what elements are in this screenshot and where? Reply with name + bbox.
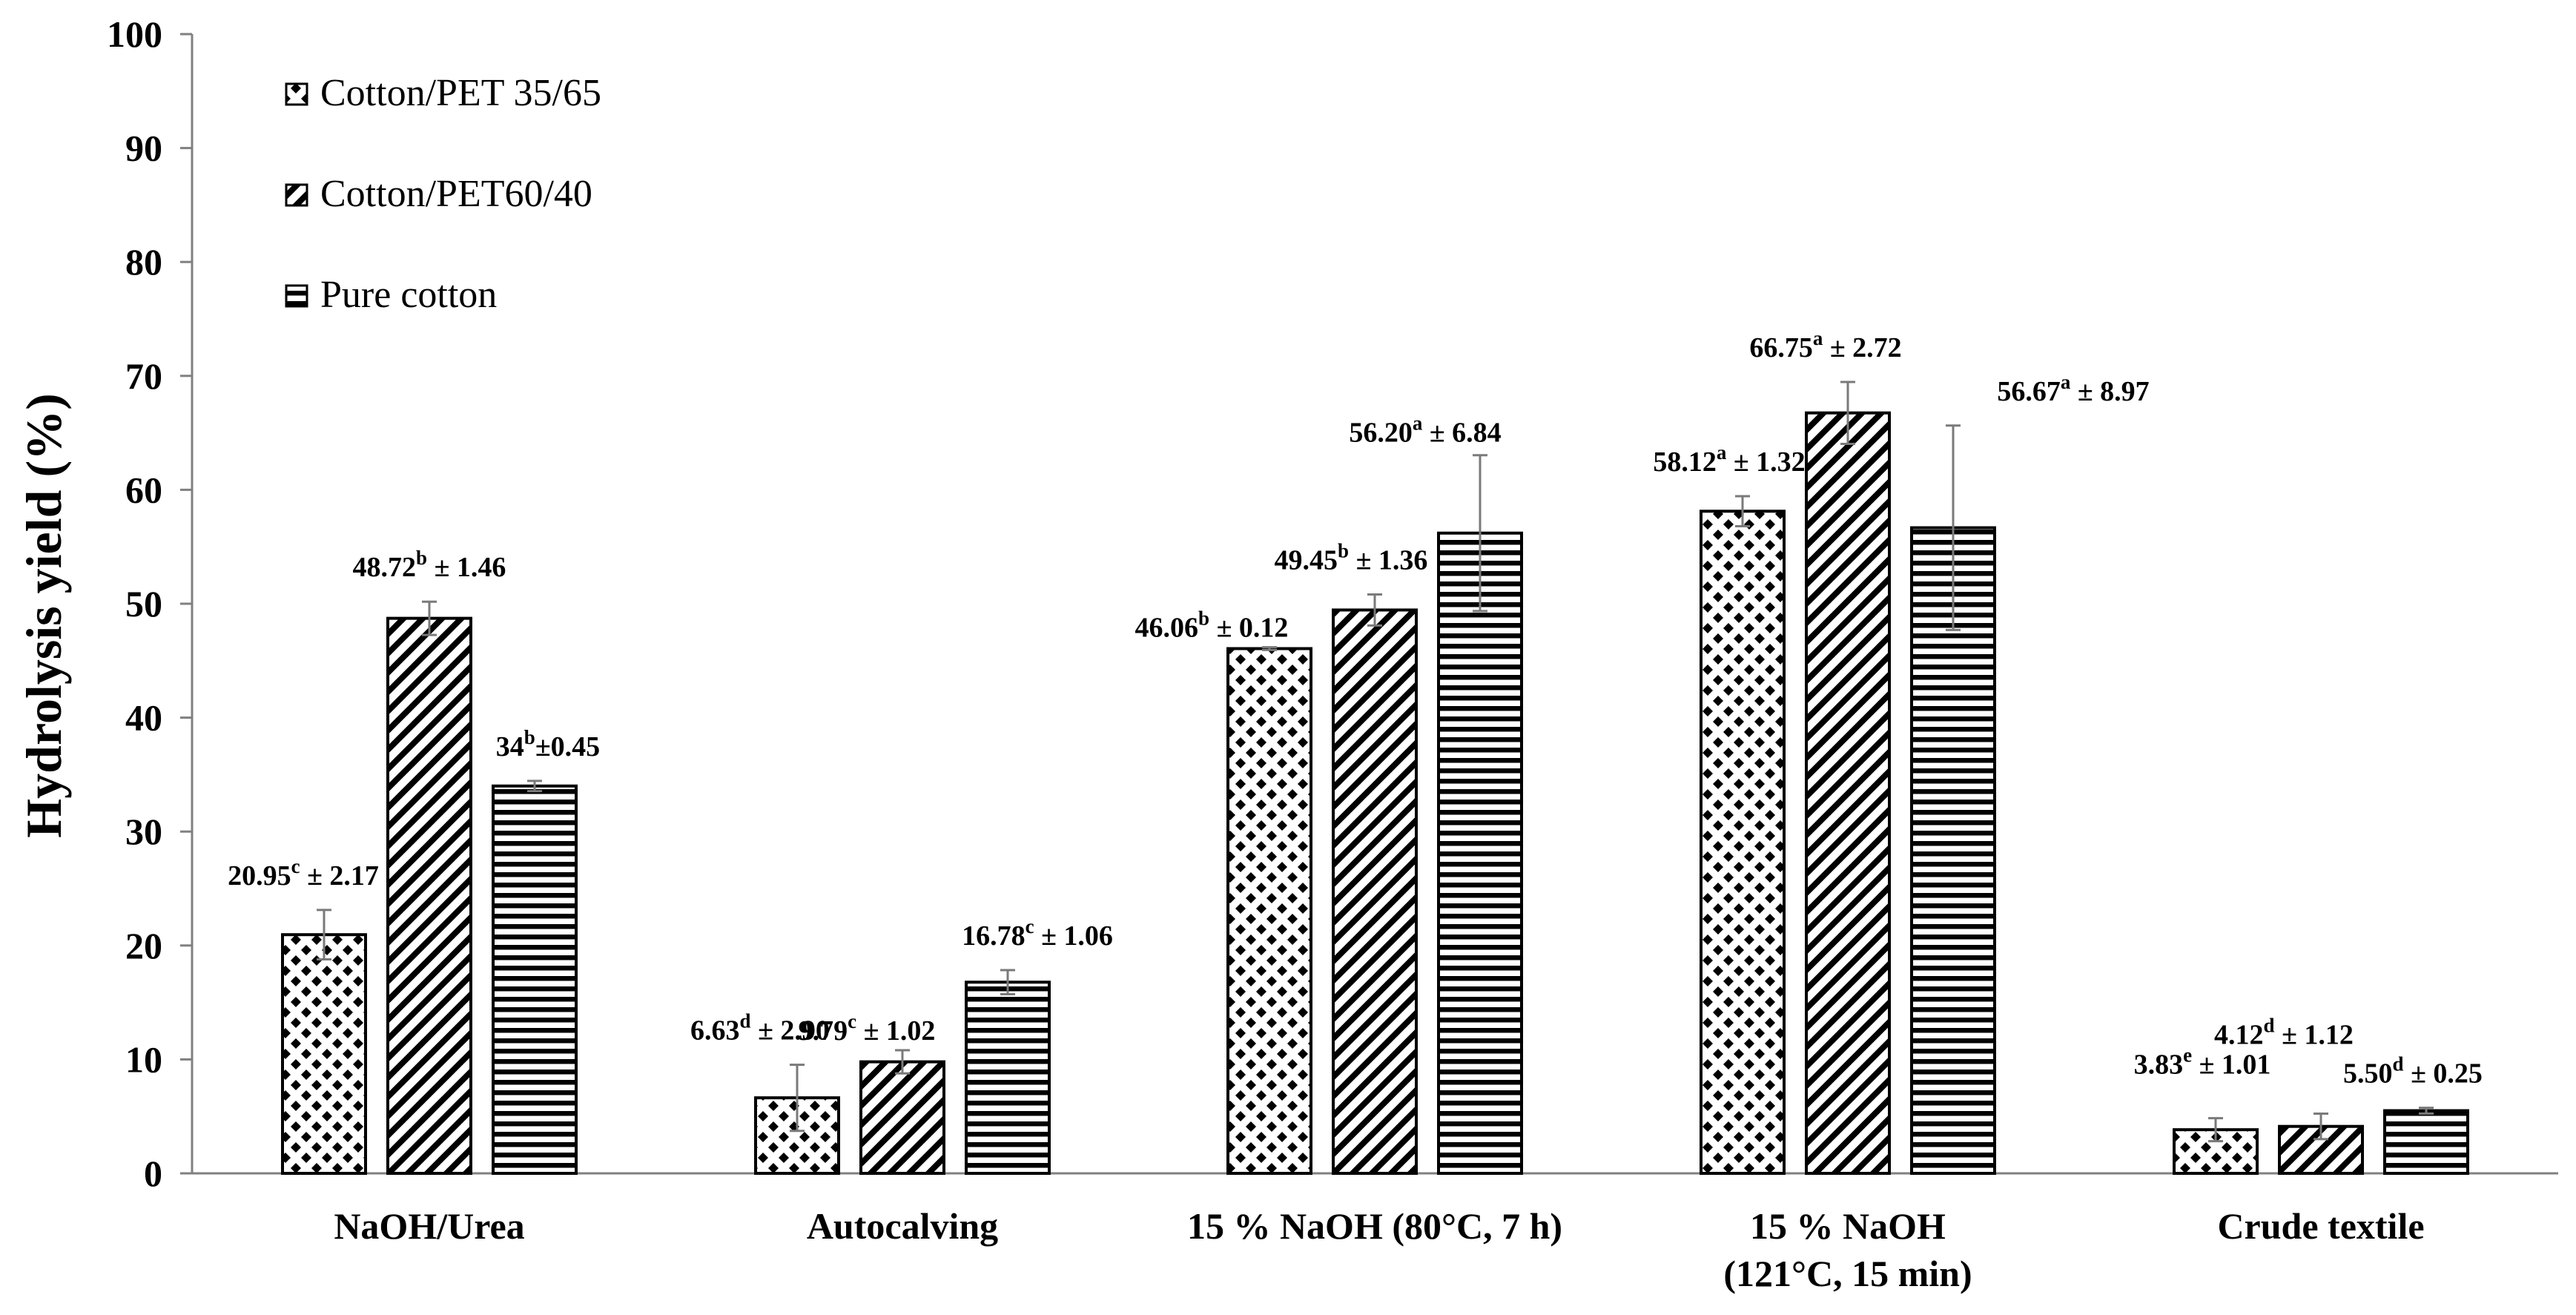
bar xyxy=(281,933,367,1175)
error-bar xyxy=(2419,1107,2434,1115)
x-category-label: Autocalving xyxy=(807,1205,998,1247)
y-tick-label: 0 xyxy=(144,1153,162,1194)
x-category-label: 15 % NaOH xyxy=(1750,1205,1946,1247)
error-bar xyxy=(1946,424,1961,631)
bar xyxy=(754,1096,840,1176)
y-tick-label: 40 xyxy=(125,697,162,739)
y-tick-label: 10 xyxy=(125,1038,162,1080)
error-bar xyxy=(1840,380,1855,445)
y-axis-title: Hydrolysis yield (%) xyxy=(16,393,72,837)
error-bar xyxy=(422,600,437,636)
x-category-label: (121°C, 15 min) xyxy=(1723,1253,1972,1294)
data-label: 56.67a ± 8.97 xyxy=(1997,371,2149,407)
legend-swatch xyxy=(285,183,308,207)
error-bar xyxy=(790,1064,805,1133)
data-label: 5.50d ± 0.25 xyxy=(2343,1053,2483,1090)
error-bar xyxy=(1262,646,1277,651)
legend-swatch xyxy=(285,82,308,106)
bar xyxy=(859,1060,945,1176)
error-bar xyxy=(317,909,331,961)
bar xyxy=(1700,510,1786,1175)
data-label: 66.75a ± 2.72 xyxy=(1749,327,1901,363)
data-label: 6.63d ± 2.90 xyxy=(690,1010,830,1047)
bar xyxy=(965,981,1051,1175)
legend-item: Cotton/PET 35/65 xyxy=(285,72,601,114)
y-tick-label: 30 xyxy=(125,811,162,852)
y-tick-label: 50 xyxy=(125,583,162,624)
bar xyxy=(2383,1109,2469,1176)
legend-label: Pure cotton xyxy=(320,274,497,316)
bar xyxy=(1437,531,1523,1175)
data-label: 34b±0.45 xyxy=(496,726,600,762)
legend-item: Pure cotton xyxy=(285,274,497,316)
data-label: 58.12a ± 1.32 xyxy=(1653,441,1805,478)
data-label: 16.78c ± 1.06 xyxy=(962,915,1113,952)
error-bar xyxy=(2208,1117,2223,1143)
legend: Cotton/PET 35/65 Cotton/PET60/40 Pure cott… xyxy=(285,72,601,316)
error-bar xyxy=(1367,593,1382,627)
data-label: 4.12d ± 1.12 xyxy=(2214,1015,2354,1051)
data-label: 56.20a ± 6.84 xyxy=(1349,412,1501,449)
data-label: 49.45b ± 1.36 xyxy=(1275,540,1428,576)
bar xyxy=(1805,411,1891,1175)
x-category-label: Crude textile xyxy=(2217,1205,2424,1247)
y-tick-label: 90 xyxy=(125,128,162,169)
data-label: 20.95c ± 2.17 xyxy=(228,855,379,892)
y-tick-label: 70 xyxy=(125,355,162,397)
y-tick-label: 20 xyxy=(125,925,162,966)
error-bar xyxy=(1735,495,1750,528)
error-bar xyxy=(527,780,542,793)
bar xyxy=(1226,647,1312,1175)
x-category-label: NaOH/Urea xyxy=(334,1205,524,1247)
error-bar xyxy=(1000,969,1015,996)
bar xyxy=(1332,608,1418,1175)
bar xyxy=(386,616,472,1175)
bar xyxy=(492,784,578,1175)
y-tick-label: 100 xyxy=(107,13,162,55)
error-bar xyxy=(1473,454,1487,613)
y-tick-label: 80 xyxy=(125,241,162,283)
legend-label: Cotton/PET60/40 xyxy=(320,173,592,215)
error-bar xyxy=(895,1049,910,1075)
data-label: 48.72b ± 1.46 xyxy=(353,547,506,583)
legend-label: Cotton/PET 35/65 xyxy=(320,72,601,114)
data-label: 9.79c ± 1.02 xyxy=(799,1010,936,1047)
legend-item: Cotton/PET60/40 xyxy=(285,173,592,215)
data-label: 3.83e ± 1.01 xyxy=(2134,1044,2271,1081)
x-category-label: 15 % NaOH (80°C, 7 h) xyxy=(1187,1205,1562,1247)
legend-swatch xyxy=(285,284,308,308)
data-label: 46.06b ± 0.12 xyxy=(1135,607,1289,644)
y-tick-label: 60 xyxy=(125,469,162,510)
bar xyxy=(1910,526,1996,1175)
error-bar xyxy=(2314,1113,2328,1141)
